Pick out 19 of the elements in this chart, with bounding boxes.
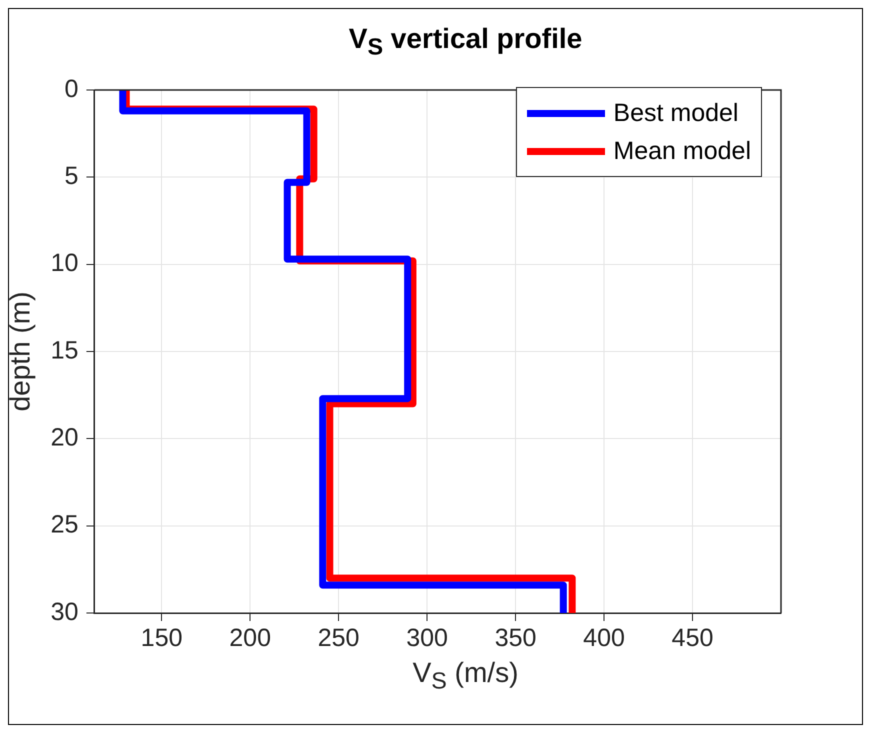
y-tick-label: 25 — [50, 510, 78, 539]
y-tick-label: 5 — [64, 162, 78, 190]
x-tick-label: 450 — [672, 624, 714, 652]
y-axis-title: depth (m) — [4, 292, 36, 412]
y-tick-label: 30 — [50, 598, 78, 626]
x-tick-label: 300 — [406, 624, 448, 652]
x-tick-label: 200 — [229, 624, 271, 652]
x-tick-label: 350 — [494, 624, 536, 652]
chart-title: V$_{S}$ vertical profile — [348, 22, 584, 62]
legend-label: Mean model — [613, 136, 751, 167]
x-tick-label: 150 — [140, 624, 183, 652]
x-tick-label: 250 — [318, 624, 360, 652]
y-tick-label: 0 — [64, 74, 78, 103]
y-tick-label: 15 — [50, 336, 78, 364]
x-axis-title: V$_{S}$ (m/s) — [412, 657, 520, 695]
y-tick-label: 10 — [50, 249, 78, 278]
x-tick-label: 400 — [583, 624, 625, 652]
y-tick-label: 20 — [50, 424, 78, 452]
legend-label: Best model — [613, 98, 738, 129]
